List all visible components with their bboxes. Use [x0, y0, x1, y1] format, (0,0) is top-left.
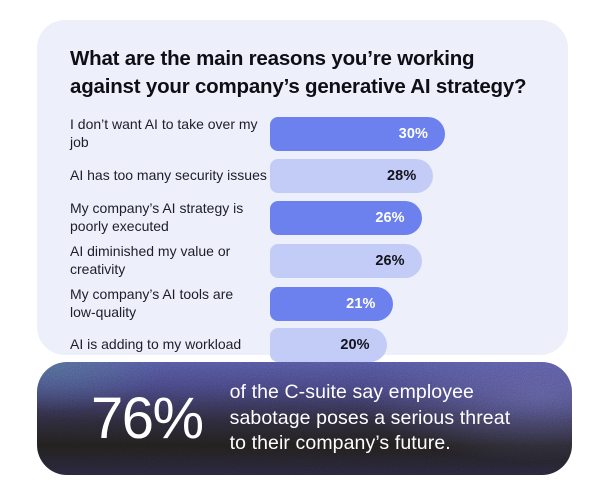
bar-value-label: 28% [387, 167, 417, 184]
bar: 28% [270, 158, 434, 193]
stat-content: 76% of the C-suite say employee sabotage… [37, 362, 572, 475]
stat-description: of the C-suite say employee sabotage pos… [229, 380, 511, 455]
bar-category-label: AI diminished my value or creativity [70, 242, 231, 277]
bar: 21% [270, 286, 393, 321]
bar-chart: I don’t want AI to take over my job 30% … [70, 116, 536, 363]
bar: 26% [270, 243, 422, 278]
bar-value-label: 20% [340, 337, 370, 354]
chart-row: AI is adding to my workload 20% [70, 328, 536, 363]
stat-card: 76% of the C-suite say employee sabotage… [37, 362, 572, 475]
bar-category-label: I don’t want AI to take over my job [70, 116, 258, 151]
bar-category-label: AI has too many security issues [70, 167, 267, 184]
chart-row: I don’t want AI to take over my job 30% [70, 116, 536, 152]
survey-title: What are the main reasons you’re working… [70, 47, 527, 99]
bar-category-label: AI is adding to my workload [70, 336, 242, 353]
bar: 30% [270, 117, 445, 152]
bar-category-label: My company’s AI strategy is poorly execu… [70, 199, 244, 234]
survey-card: What are the main reasons you’re working… [37, 20, 568, 363]
bar-value-label: 26% [375, 209, 405, 226]
bar-value-label: 21% [346, 295, 376, 312]
chart-row: My company’s AI strategy is poorly execu… [70, 200, 536, 236]
bar-value-label: 26% [375, 252, 405, 269]
chart-row: AI has too many security issues 28% [70, 158, 536, 193]
bar: 20% [270, 328, 387, 363]
chart-row: My company’s AI tools are low-quality 21… [70, 286, 536, 322]
bar: 26% [270, 200, 422, 235]
stat-value: 76% [91, 385, 204, 451]
bar-value-label: 30% [398, 126, 428, 143]
bar-category-label: My company’s AI tools are low-quality [70, 285, 234, 320]
chart-row: AI diminished my value or creativity 26% [70, 243, 536, 279]
